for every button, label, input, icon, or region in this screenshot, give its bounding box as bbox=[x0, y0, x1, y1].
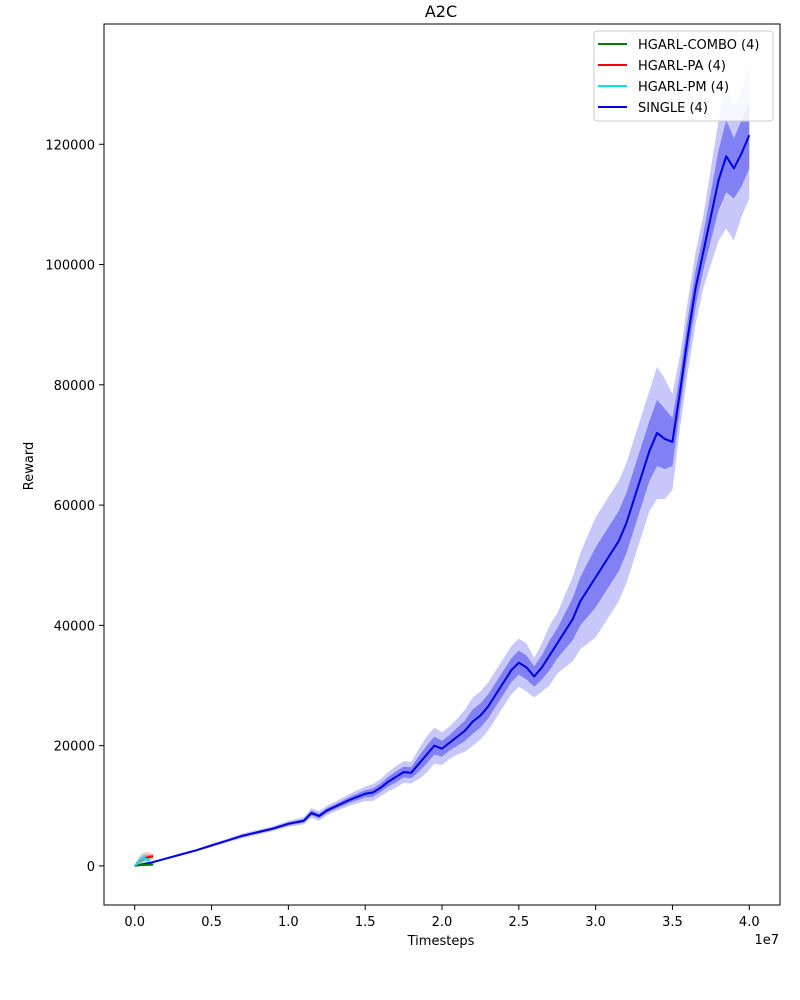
x-tick-label: 4.0 bbox=[739, 915, 760, 930]
legend-entry-label: HGARL-PM (4) bbox=[638, 80, 729, 95]
hgarl-combo-4-line bbox=[134, 863, 154, 867]
y-tick-label: 120000 bbox=[45, 138, 95, 153]
x-tick-label: 2.5 bbox=[508, 915, 529, 930]
legend-entry-label: HGARL-COMBO (4) bbox=[638, 38, 759, 53]
y-tick-label: 40000 bbox=[54, 619, 95, 634]
x-tick-label: 2.0 bbox=[432, 915, 453, 930]
x-axis-offset-label: 1e7 bbox=[754, 933, 779, 948]
x-tick-label: 0.0 bbox=[124, 915, 145, 930]
y-axis: 0 20000 40000 60000 80000 100000 120000 bbox=[45, 138, 104, 875]
x-tick-label: 3.5 bbox=[662, 915, 683, 930]
legend-box bbox=[593, 30, 774, 122]
hgarl-pm-4-line bbox=[134, 857, 151, 867]
y-tick-label: 60000 bbox=[54, 499, 95, 514]
x-axis-label: Timesteps bbox=[407, 934, 475, 949]
x-tick-label: 0.5 bbox=[201, 915, 222, 930]
series-lines bbox=[134, 134, 751, 867]
y-tick-label: 20000 bbox=[54, 740, 95, 755]
y-tick-label: 0 bbox=[87, 860, 95, 875]
chart-title: A2C bbox=[425, 2, 457, 21]
x-tick-label: 1.5 bbox=[355, 915, 376, 930]
y-axis-label: Reward bbox=[22, 442, 37, 490]
x-tick-label: 3.0 bbox=[585, 915, 606, 930]
legend-entry-label: SINGLE (4) bbox=[638, 101, 708, 116]
y-tick-label: 80000 bbox=[54, 379, 95, 394]
x-tick-label: 1.0 bbox=[278, 915, 299, 930]
single-4-band-outer bbox=[134, 66, 750, 866]
legend-entry-label: HGARL-PA (4) bbox=[638, 59, 726, 74]
y-tick-label: 100000 bbox=[45, 259, 95, 274]
single-4-line bbox=[134, 134, 751, 867]
legend: HGARL-COMBO (4) HGARL-PA (4) HGARL-PM (4) S… bbox=[593, 30, 774, 122]
x-axis: 0.0 0.5 1.0 1.5 2.0 2.5 3.0 3.5 4.0 bbox=[124, 905, 760, 930]
